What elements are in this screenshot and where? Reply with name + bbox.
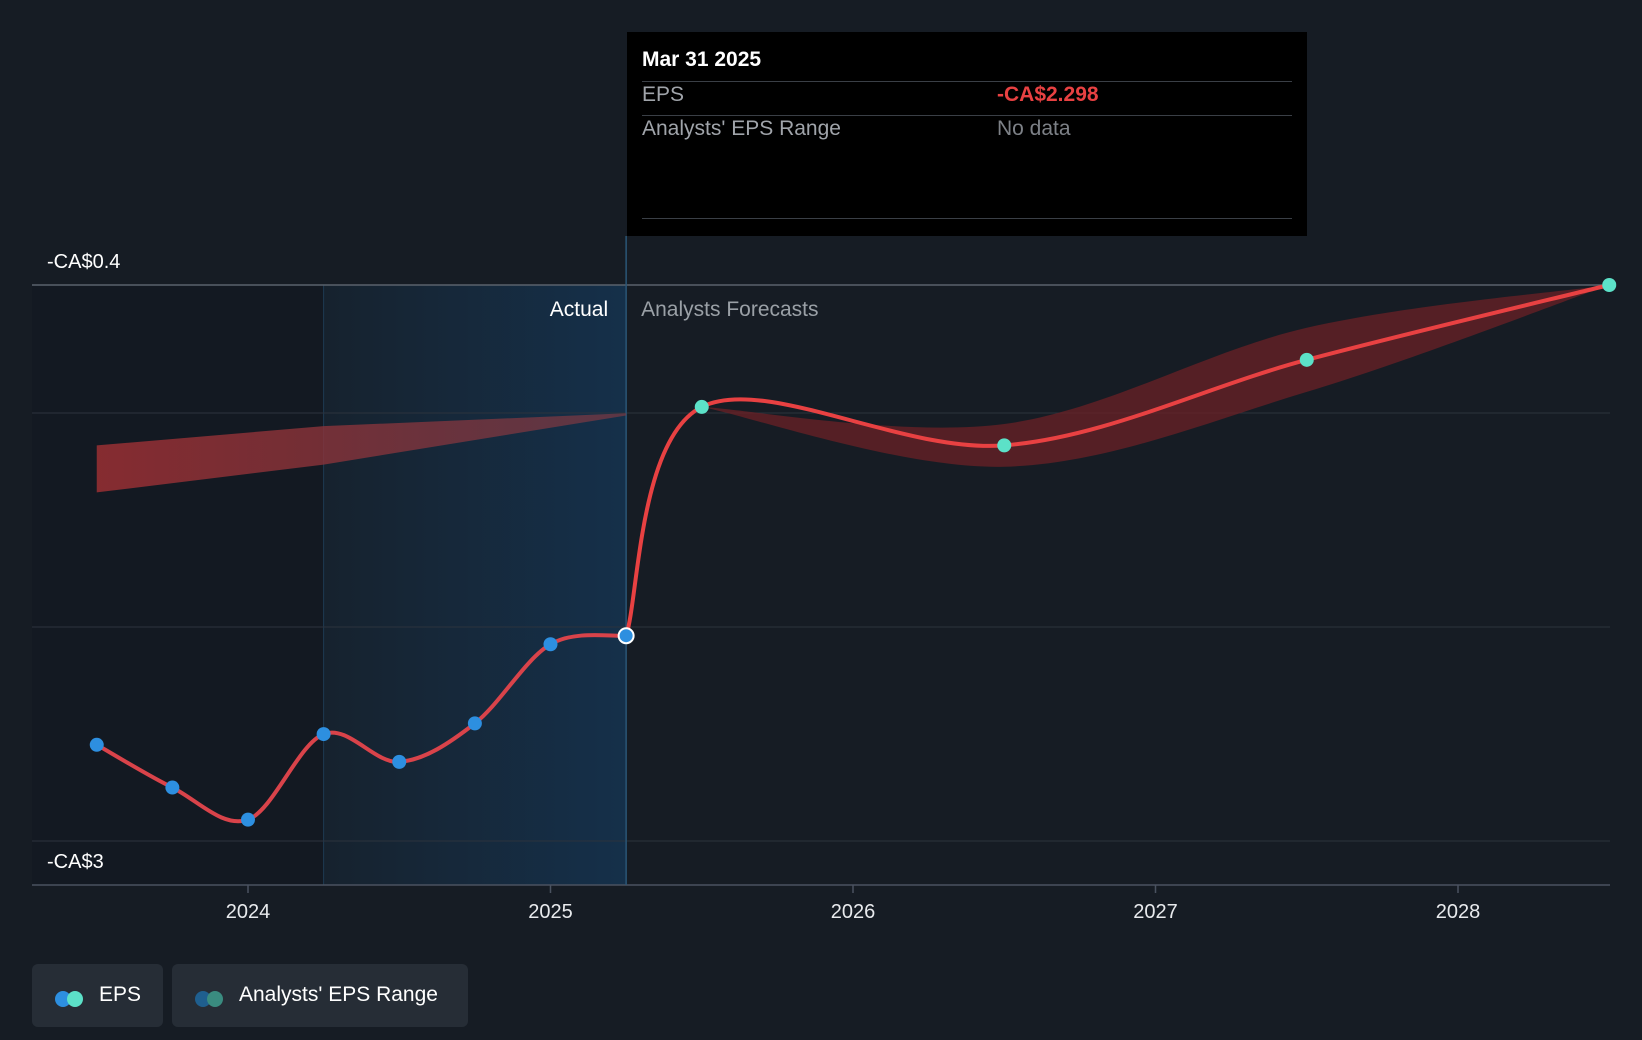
legend-label: EPS [99,983,142,1006]
tooltip-key: Analysts' EPS Range [642,117,841,140]
eps-actual-point [467,716,482,731]
legend-item-eps[interactable]: EPS [32,964,163,1027]
actual-shade [323,285,627,885]
eps-highlight-point [617,627,635,645]
tooltip-date: Mar 31 2025 [642,48,762,71]
actual-label: Actual [550,298,608,321]
legend-item-eps-range[interactable]: Analysts' EPS Range [172,964,468,1027]
legend-swatch [67,991,83,1007]
tooltip-value: No data [997,117,1071,140]
x-tick-label: 2028 [1436,901,1481,923]
y-tick-label: -CA$3 [47,851,104,873]
eps-actual-point [543,637,558,652]
eps-actual-point [165,780,180,795]
tooltip-value: -CA$2.298 [997,83,1099,106]
eps-forecast-point [694,399,709,414]
tooltip-divider [642,81,1292,82]
x-tick-label: 2027 [1133,901,1178,923]
eps-forecast-point [997,438,1012,453]
eps-actual-point [241,812,255,827]
tooltip-row-range: Analysts' EPS Range No data [642,117,1292,147]
eps-forecast-point [1602,278,1617,292]
tooltip-row-eps: EPS -CA$2.298 [642,83,1292,113]
x-tick-label: 2024 [226,901,271,923]
eps-actual-line [94,633,629,824]
legend-label: Analysts' EPS Range [239,983,438,1006]
tooltip-divider [642,218,1292,219]
y-tick-label: -CA$0.4 [47,251,120,273]
tooltip-divider [642,115,1292,116]
eps-actual-point [89,737,104,752]
tooltip-key: EPS [642,83,685,106]
past-range-band [96,413,627,493]
forecast-range-band [701,285,1610,467]
legend-swatch [207,991,223,1007]
eps-actual-point [392,754,407,769]
forecast-label: Analysts Forecasts [641,298,818,321]
eps-actual-point [316,727,331,742]
past-shade [32,285,324,885]
eps-forecast-point [1299,352,1314,367]
tooltip: Mar 31 2025 EPS -CA$2.298 Analysts' EPS … [627,32,1307,236]
x-tick-label: 2026 [831,901,876,923]
x-tick-label: 2025 [528,901,573,923]
